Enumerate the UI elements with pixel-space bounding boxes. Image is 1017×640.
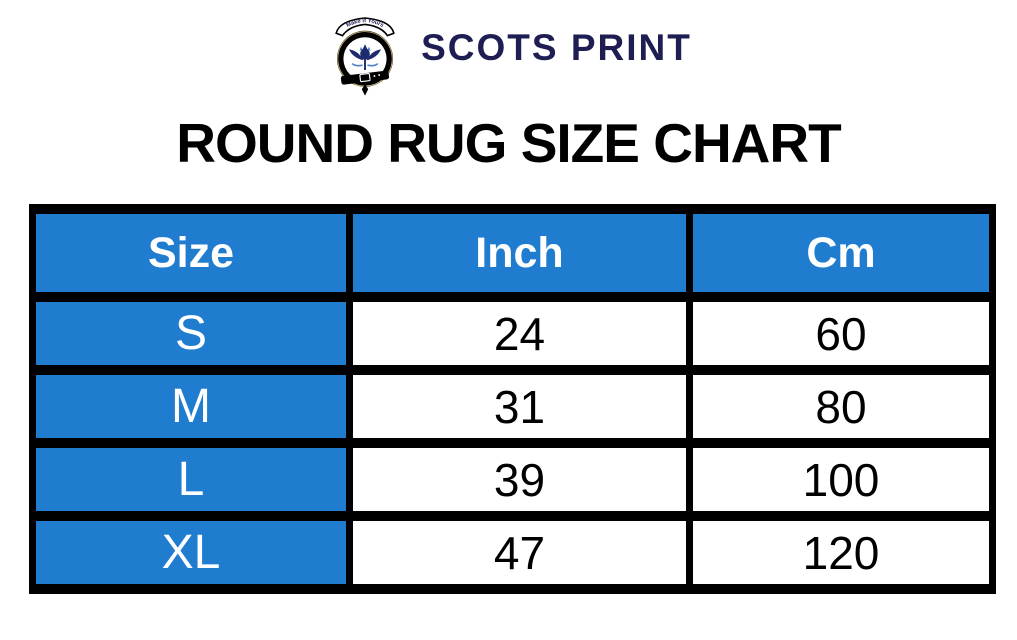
crest-banner-text-svg: Make It Yours <box>346 18 385 29</box>
column-header-inch: Inch <box>346 204 693 302</box>
cell-cm-s: 60 <box>686 292 996 375</box>
table-row-m: M 31 80 <box>29 365 996 448</box>
page-title: ROUND RUG SIZE CHART <box>176 112 841 174</box>
cell-size-m: M <box>29 365 353 448</box>
column-header-size: Size <box>29 204 353 302</box>
cell-size-s: S <box>29 292 353 375</box>
crest-belt-icon <box>340 70 390 85</box>
cell-inch-l: 39 <box>346 438 693 521</box>
size-chart-table: Size Inch Cm S 24 60 M 31 80 L 39 100 <box>29 204 996 594</box>
cell-size-l: L <box>29 438 353 521</box>
cell-inch-xl: 47 <box>346 511 693 594</box>
cell-cm-xl: 120 <box>686 511 996 594</box>
table-row-xl: XL 47 120 <box>29 511 996 594</box>
brand-name: SCOTS PRINT <box>421 27 692 68</box>
brand-logo: Make It Yours <box>0 0 1017 100</box>
cell-cm-l: 100 <box>686 438 996 521</box>
cell-inch-s: 24 <box>346 292 693 375</box>
cell-inch-m: 31 <box>346 365 693 448</box>
cell-size-xl: XL <box>29 511 353 594</box>
header-row: Size Inch Cm <box>29 204 996 302</box>
crest-tassel-icon <box>361 84 369 96</box>
table-row-s: S 24 60 <box>29 292 996 375</box>
table-row-l: L 39 100 <box>29 438 996 521</box>
thistle-crest-icon: Make It Yours <box>335 17 395 96</box>
column-header-cm: Cm <box>686 204 996 302</box>
cell-cm-m: 80 <box>686 365 996 448</box>
thistle-icon <box>349 44 382 70</box>
